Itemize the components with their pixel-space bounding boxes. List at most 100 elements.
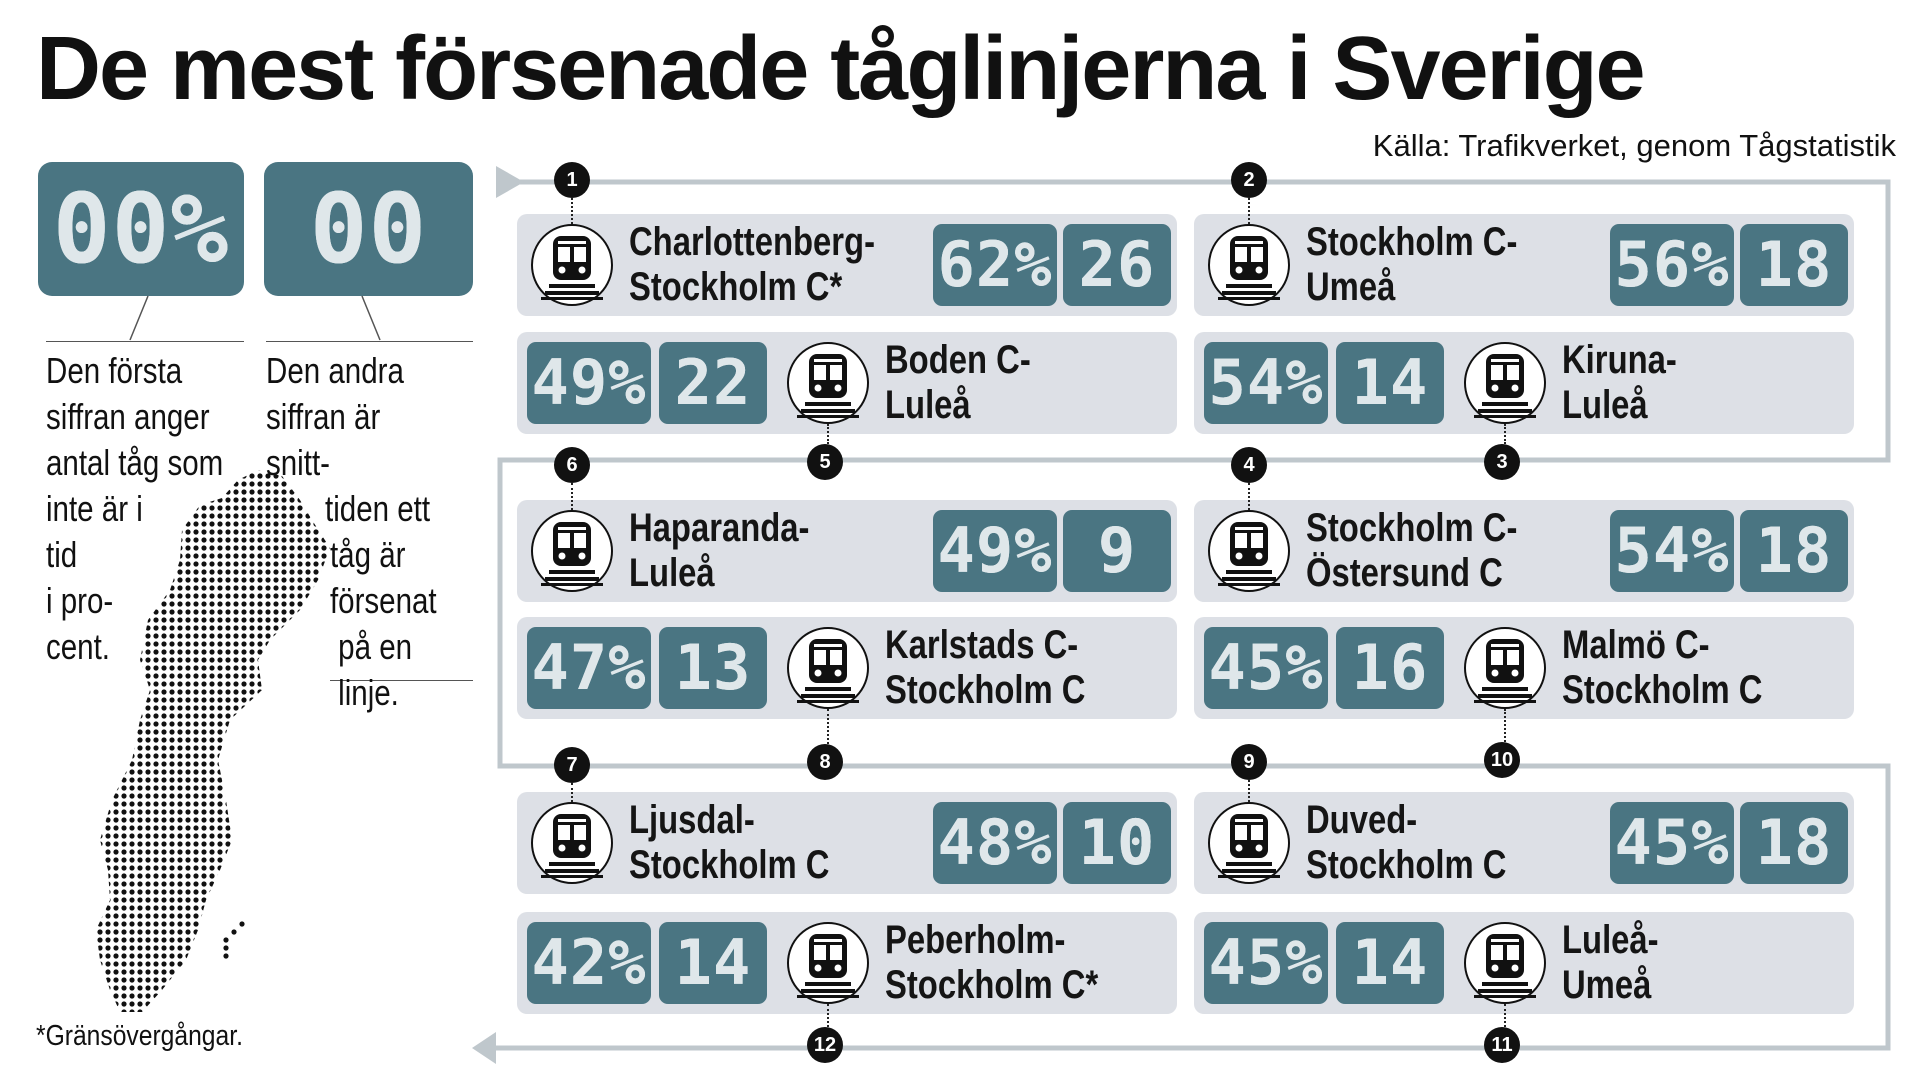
route-name: Duved- Stockholm C	[1306, 798, 1507, 887]
late-percent-box: 62%	[933, 224, 1057, 306]
train-icon	[1208, 224, 1290, 306]
route-card: Luleå- Umeå 45% 14	[1194, 912, 1854, 1014]
train-icon	[1464, 922, 1546, 1004]
rank-badge: 11	[1484, 1027, 1520, 1063]
avg-delay-box: 26	[1063, 224, 1171, 306]
footnote: *Gränsövergångar.	[36, 1020, 243, 1052]
rank-connector	[1248, 780, 1250, 802]
rank-badge: 1	[554, 162, 590, 198]
late-percent-value: 48%	[937, 806, 1053, 879]
rank-connector	[1504, 1004, 1506, 1027]
avg-delay-box: 18	[1740, 224, 1848, 306]
route-card: Stockholm C- Östersund C 54% 18	[1194, 500, 1854, 602]
avg-delay-value: 22	[674, 346, 752, 419]
legend-divider	[330, 680, 473, 681]
rank-badge: 3	[1484, 444, 1520, 480]
source-credit: Källa: Trafikverket, genom Tågstatistik	[1372, 128, 1896, 163]
route-card: Malmö C- Stockholm C 45% 16	[1194, 617, 1854, 719]
late-percent-box: 56%	[1610, 224, 1734, 306]
train-icon	[531, 510, 613, 592]
late-percent-box: 48%	[933, 802, 1057, 884]
late-percent-value: 54%	[1208, 346, 1324, 419]
rank-badge: 8	[807, 744, 843, 780]
train-icon	[1464, 627, 1546, 709]
route-name: Stockholm C- Umeå	[1306, 220, 1518, 309]
rank-badge: 7	[554, 747, 590, 783]
late-percent-box: 45%	[1610, 802, 1734, 884]
late-percent-value: 47%	[531, 631, 647, 704]
avg-delay-value: 18	[1755, 228, 1833, 301]
avg-delay-value: 26	[1078, 228, 1156, 301]
avg-delay-box: 14	[1336, 922, 1444, 1004]
route-name: Malmö C- Stockholm C	[1562, 623, 1763, 712]
avg-delay-value: 13	[674, 631, 752, 704]
rank-badge: 4	[1231, 447, 1267, 483]
legend-percent-value: 00%	[52, 173, 230, 285]
rank-badge: 5	[807, 444, 843, 480]
train-icon	[787, 922, 869, 1004]
train-icon	[531, 802, 613, 884]
late-percent-box: 54%	[1610, 510, 1734, 592]
avg-delay-box: 14	[1336, 342, 1444, 424]
arrow-icon	[496, 166, 524, 198]
late-percent-value: 62%	[937, 228, 1053, 301]
route-name: Charlottenberg- Stockholm C*	[629, 220, 875, 309]
late-percent-value: 49%	[937, 514, 1053, 587]
rank-connector	[827, 1004, 829, 1027]
rank-connector	[1248, 198, 1250, 224]
rank-connector	[827, 709, 829, 744]
rank-badge: 10	[1484, 742, 1520, 778]
rank-badge: 2	[1231, 162, 1267, 198]
route-name: Ljusdal- Stockholm C	[629, 798, 830, 887]
late-percent-value: 45%	[1614, 806, 1730, 879]
late-percent-box: 49%	[933, 510, 1057, 592]
late-percent-value: 42%	[531, 926, 647, 999]
legend-text-percent: Den första siffran anger antal tåg som int…	[46, 350, 224, 667]
late-percent-value: 56%	[1614, 228, 1730, 301]
legend-delay-value: 00	[309, 173, 428, 285]
rank-connector	[571, 198, 573, 224]
avg-delay-value: 14	[1351, 926, 1429, 999]
train-icon	[1464, 342, 1546, 424]
late-percent-box: 42%	[527, 922, 651, 1004]
rank-badge: 12	[807, 1027, 843, 1063]
train-icon	[531, 224, 613, 306]
route-card: Duved- Stockholm C 45% 18	[1194, 792, 1854, 894]
legend-text-delay: Den andra siffran är snitt- tiden ett tå…	[266, 350, 437, 713]
route-name: Haparanda- Luleå	[629, 506, 810, 595]
avg-delay-box: 14	[659, 922, 767, 1004]
route-name: Luleå- Umeå	[1562, 918, 1659, 1007]
route-name: Stockholm C- Östersund C	[1306, 506, 1518, 595]
avg-delay-box: 18	[1740, 510, 1848, 592]
avg-delay-box: 18	[1740, 802, 1848, 884]
rank-connector	[571, 783, 573, 802]
legend-delay-box: 00	[264, 162, 473, 296]
late-percent-value: 49%	[531, 346, 647, 419]
route-name: Kiruna- Luleå	[1562, 338, 1677, 427]
avg-delay-value: 18	[1755, 806, 1833, 879]
rank-connector	[827, 424, 829, 444]
legend-percent-box: 00%	[38, 162, 244, 296]
rank-connector	[1504, 424, 1506, 444]
route-card: Karlstads C- Stockholm C 47% 13	[517, 617, 1177, 719]
route-card: Charlottenberg- Stockholm C* 62% 26	[517, 214, 1177, 316]
avg-delay-value: 14	[1351, 346, 1429, 419]
route-card: Stockholm C- Umeå 56% 18	[1194, 214, 1854, 316]
avg-delay-box: 13	[659, 627, 767, 709]
page-title: De mest försenade tåglinjerna i Sverige	[36, 19, 1646, 119]
rank-connector	[571, 483, 573, 510]
late-percent-box: 45%	[1204, 627, 1328, 709]
route-name: Peberholm- Stockholm C*	[885, 918, 1099, 1007]
late-percent-box: 47%	[527, 627, 651, 709]
rank-connector	[1248, 483, 1250, 510]
route-card: Kiruna- Luleå 54% 14	[1194, 332, 1854, 434]
legend-divider	[46, 341, 244, 342]
legend-divider	[266, 341, 473, 342]
route-card: Haparanda- Luleå 49% 9	[517, 500, 1177, 602]
late-percent-value: 45%	[1208, 926, 1324, 999]
avg-delay-value: 18	[1755, 514, 1833, 587]
train-icon	[787, 342, 869, 424]
route-card: Ljusdal- Stockholm C 48% 10	[517, 792, 1177, 894]
